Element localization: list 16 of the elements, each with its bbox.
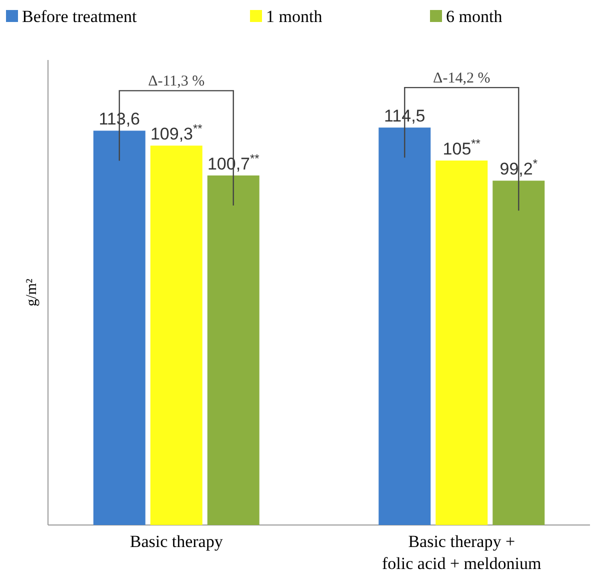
bar	[492, 180, 545, 525]
bar	[93, 130, 146, 525]
x-tick-label: Basic therapy + folic acid + meldonium	[382, 532, 542, 573]
legend-label: Before treatment	[22, 7, 137, 26]
legend-label: 6 month	[446, 7, 503, 26]
bar	[436, 160, 488, 525]
x-tick-label: Basic therapy	[130, 532, 224, 551]
text: Δ-14,2 %	[433, 70, 490, 87]
y-axis-title: g/m²	[24, 278, 40, 306]
bar	[207, 175, 260, 525]
legend-label: 1 month	[266, 7, 323, 26]
bar	[378, 128, 431, 525]
data-label: 109,3$^{**}$	[150, 122, 203, 144]
bar	[150, 146, 202, 525]
data-label: 105$^{**}$	[442, 136, 481, 159]
text: Δ-11,3 %	[148, 74, 205, 90]
